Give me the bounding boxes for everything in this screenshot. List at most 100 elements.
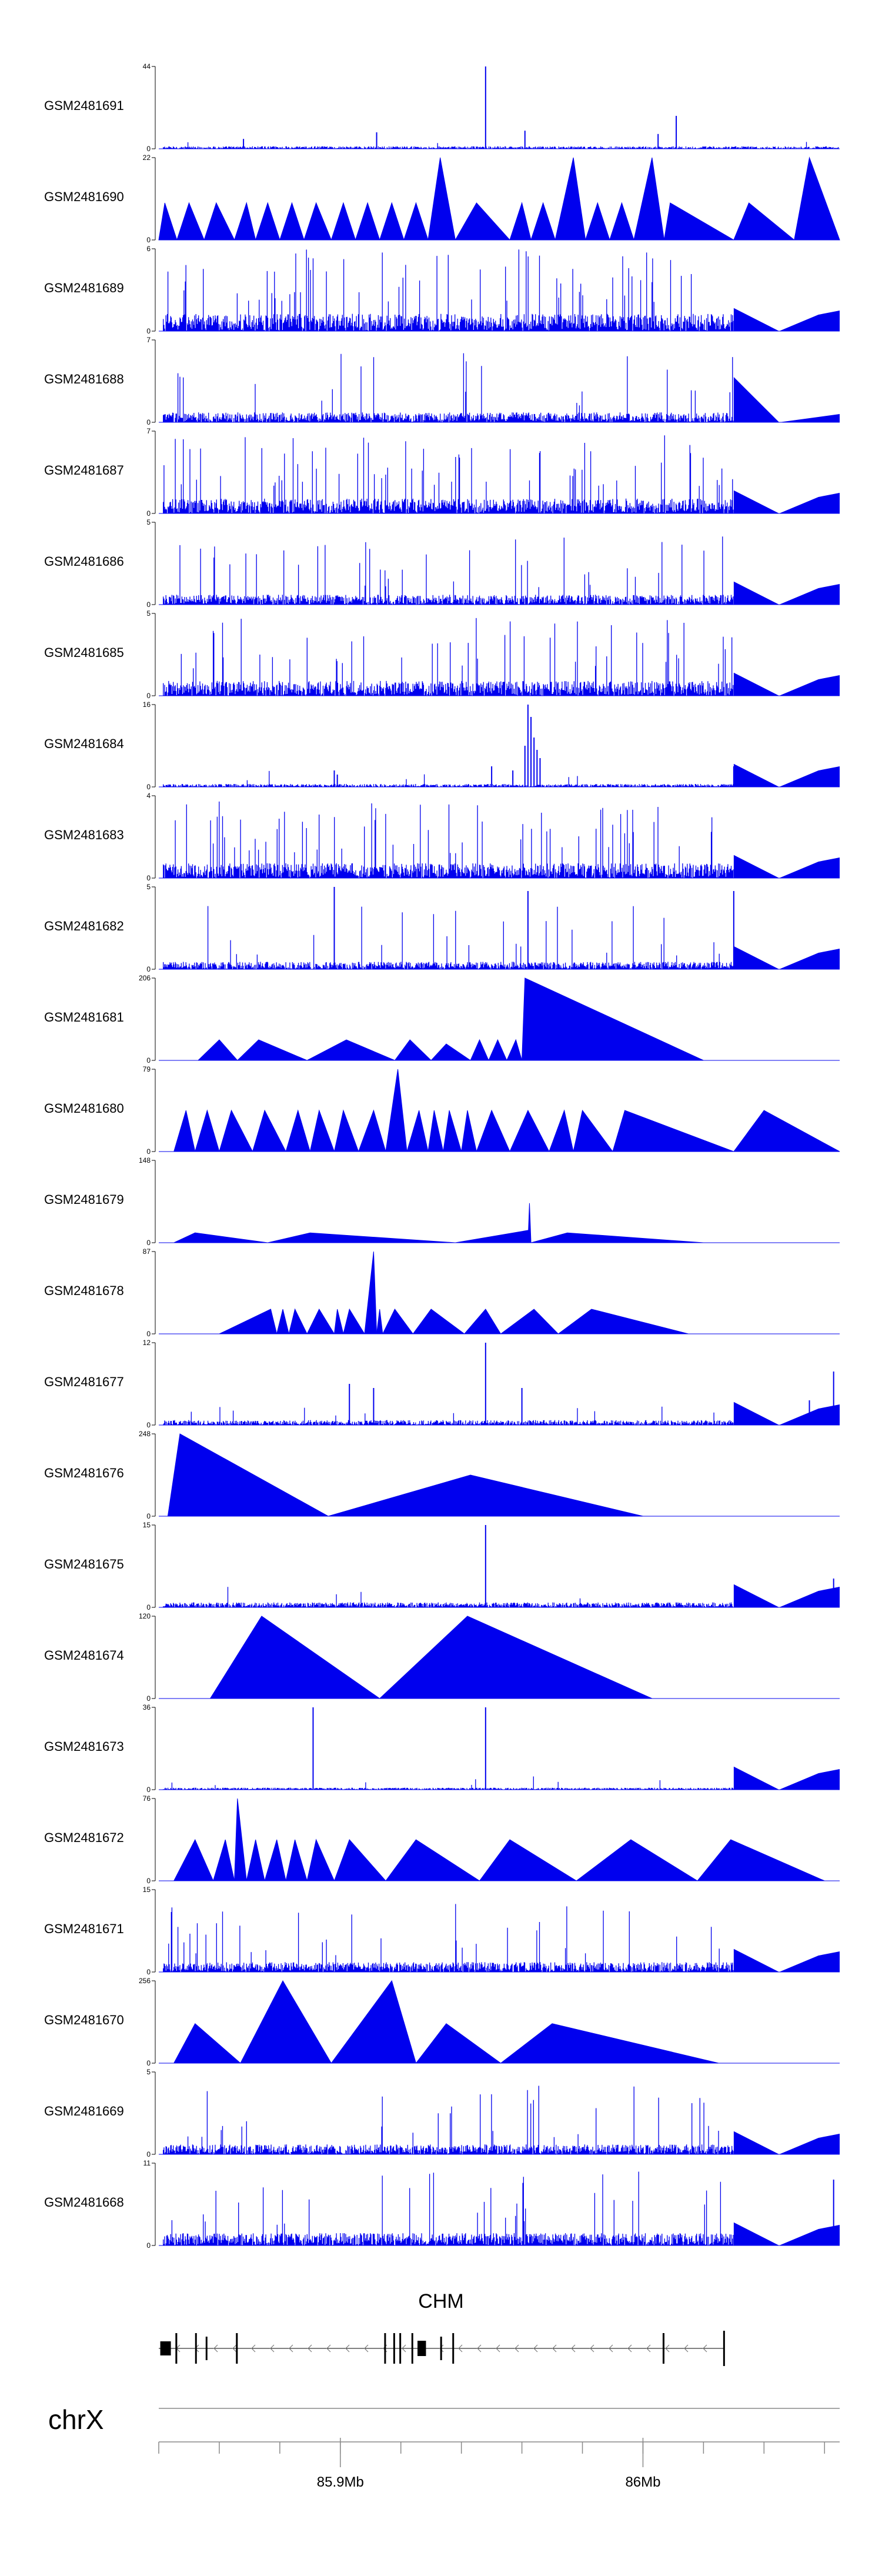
y-min-label: 0 — [146, 1786, 151, 1794]
y-max-label: 22 — [143, 154, 151, 162]
coverage-signal — [163, 1776, 734, 1790]
track-GSM2481672: GSM2481672 76 0 — [44, 1794, 840, 1885]
y-min-label: 0 — [146, 418, 151, 426]
track-label: GSM2481683 — [44, 827, 124, 842]
track-GSM2481681: GSM2481681 206 0 — [44, 974, 840, 1065]
coverage-tail — [779, 1587, 840, 1607]
coverage-triangle — [176, 202, 205, 241]
y-max-label: 76 — [143, 1794, 151, 1803]
track-label: GSM2481673 — [44, 1739, 124, 1754]
coverage-triangle — [285, 1109, 311, 1152]
strand-chevron — [232, 2344, 237, 2353]
y-max-label: 15 — [143, 1886, 151, 1894]
strand-chevron — [590, 2344, 594, 2353]
coverage-triangle — [527, 1203, 532, 1243]
coverage-triangle — [530, 202, 556, 241]
y-min-label: 0 — [146, 874, 151, 882]
y-min-label: 0 — [146, 509, 151, 518]
y-max-label: 44 — [143, 62, 151, 71]
coverage-triangle — [455, 1230, 532, 1243]
coverage-tail — [779, 1404, 840, 1425]
coverage-triangle — [285, 1839, 308, 1881]
track-GSM2481683: GSM2481683 4 0 — [44, 792, 840, 882]
y-min-label: 0 — [146, 2241, 151, 2250]
coverage-triangle — [575, 1839, 699, 1881]
track-GSM2481668: GSM2481668 11 0 — [44, 2159, 840, 2250]
coverage-tail — [733, 1584, 780, 1607]
coverage-triangle — [500, 1309, 559, 1334]
y-min-label: 0 — [146, 1421, 151, 1429]
track-GSM2481679: GSM2481679 148 0 — [44, 1156, 840, 1247]
coverage-triangle — [268, 1232, 456, 1243]
y-max-label: 248 — [139, 1430, 151, 1438]
coverage-triangle — [328, 1474, 643, 1517]
y-max-label: 15 — [143, 1521, 151, 1529]
gene-exon — [723, 2331, 725, 2366]
track-GSM2481690: GSM2481690 22 0 — [44, 154, 840, 244]
y-min-label: 0 — [146, 2150, 151, 2158]
track-GSM2481682: GSM2481682 5 0 — [44, 883, 840, 973]
coverage-triangle — [633, 157, 665, 241]
coverage-tail — [779, 1951, 840, 1972]
y-min-label: 0 — [146, 1147, 151, 1156]
track-GSM2481687: GSM2481687 7 0 — [44, 427, 840, 518]
track-GSM2481677: GSM2481677 12 0 — [44, 1339, 840, 1429]
coverage-triangle — [479, 1839, 577, 1881]
track-label: GSM2481672 — [44, 1830, 124, 1845]
y-min-label: 0 — [146, 236, 151, 244]
coverage-signal — [163, 1587, 734, 1607]
coverage-triangle — [252, 1109, 286, 1152]
strand-chevron — [289, 2344, 293, 2353]
y-min-label: 0 — [146, 1968, 151, 1976]
strand-chevron — [665, 2344, 670, 2353]
coverage-triangle — [385, 1839, 481, 1881]
coverage-triangle — [173, 1838, 214, 1881]
track-GSM2481674: GSM2481674 120 0 — [44, 1612, 840, 1703]
coverage-triangle — [500, 2023, 719, 2064]
coverage-triangle — [554, 157, 586, 241]
coverage-triangle — [427, 1110, 444, 1152]
coverage-signal — [163, 1406, 734, 1425]
track-GSM2481688: GSM2481688 7 0 — [44, 336, 840, 426]
y-max-label: 5 — [146, 609, 151, 618]
y-max-label: 148 — [139, 1156, 151, 1164]
track-GSM2481691: GSM2481691 44 0 — [44, 62, 840, 153]
y-min-label: 0 — [146, 1694, 151, 1703]
y-max-label: 6 — [146, 245, 151, 253]
coverage-signal — [163, 2171, 734, 2245]
track-label: GSM2481679 — [44, 1192, 124, 1207]
coverage-triangle — [236, 1039, 308, 1061]
coverage-tail — [779, 2225, 840, 2245]
coverage-triangle — [234, 1798, 247, 1881]
coverage-triangle — [455, 202, 511, 241]
track-label: GSM2481671 — [44, 1921, 124, 1936]
strand-chevron — [609, 2344, 613, 2353]
coverage-triangle — [276, 1309, 289, 1334]
coverage-triangle — [203, 202, 235, 241]
coverage-triangle — [794, 156, 840, 241]
track-GSM2481669: GSM2481669 5 0 — [44, 2068, 840, 2158]
gene-exon — [175, 2333, 178, 2364]
y-max-label: 120 — [139, 1612, 151, 1620]
coverage-tail — [733, 1948, 780, 1972]
coverage-triangle — [173, 1232, 268, 1243]
gene-model: CHM — [159, 2290, 725, 2366]
coverage-triangle — [197, 1039, 238, 1061]
track-GSM2481685: GSM2481685 5 0 — [44, 609, 840, 700]
coverage-triangle — [488, 1039, 507, 1061]
track-GSM2481680: GSM2481680 79 0 — [44, 1065, 840, 1156]
coverage-tail — [733, 581, 780, 605]
coverage-triangle — [573, 1109, 613, 1152]
y-min-label: 0 — [146, 1056, 151, 1065]
coverage-signal — [163, 801, 734, 878]
strand-chevron — [364, 2344, 369, 2353]
coverage-tail — [733, 672, 780, 696]
coverage-triangle — [406, 1110, 429, 1152]
track-label: GSM2481680 — [44, 1101, 124, 1116]
gene-exon — [399, 2333, 402, 2364]
coverage-triangle — [158, 202, 178, 241]
coverage-tail — [779, 949, 840, 969]
coverage-triangle — [403, 202, 429, 241]
track-label: GSM2481684 — [44, 736, 124, 751]
y-max-label: 7 — [146, 427, 151, 435]
